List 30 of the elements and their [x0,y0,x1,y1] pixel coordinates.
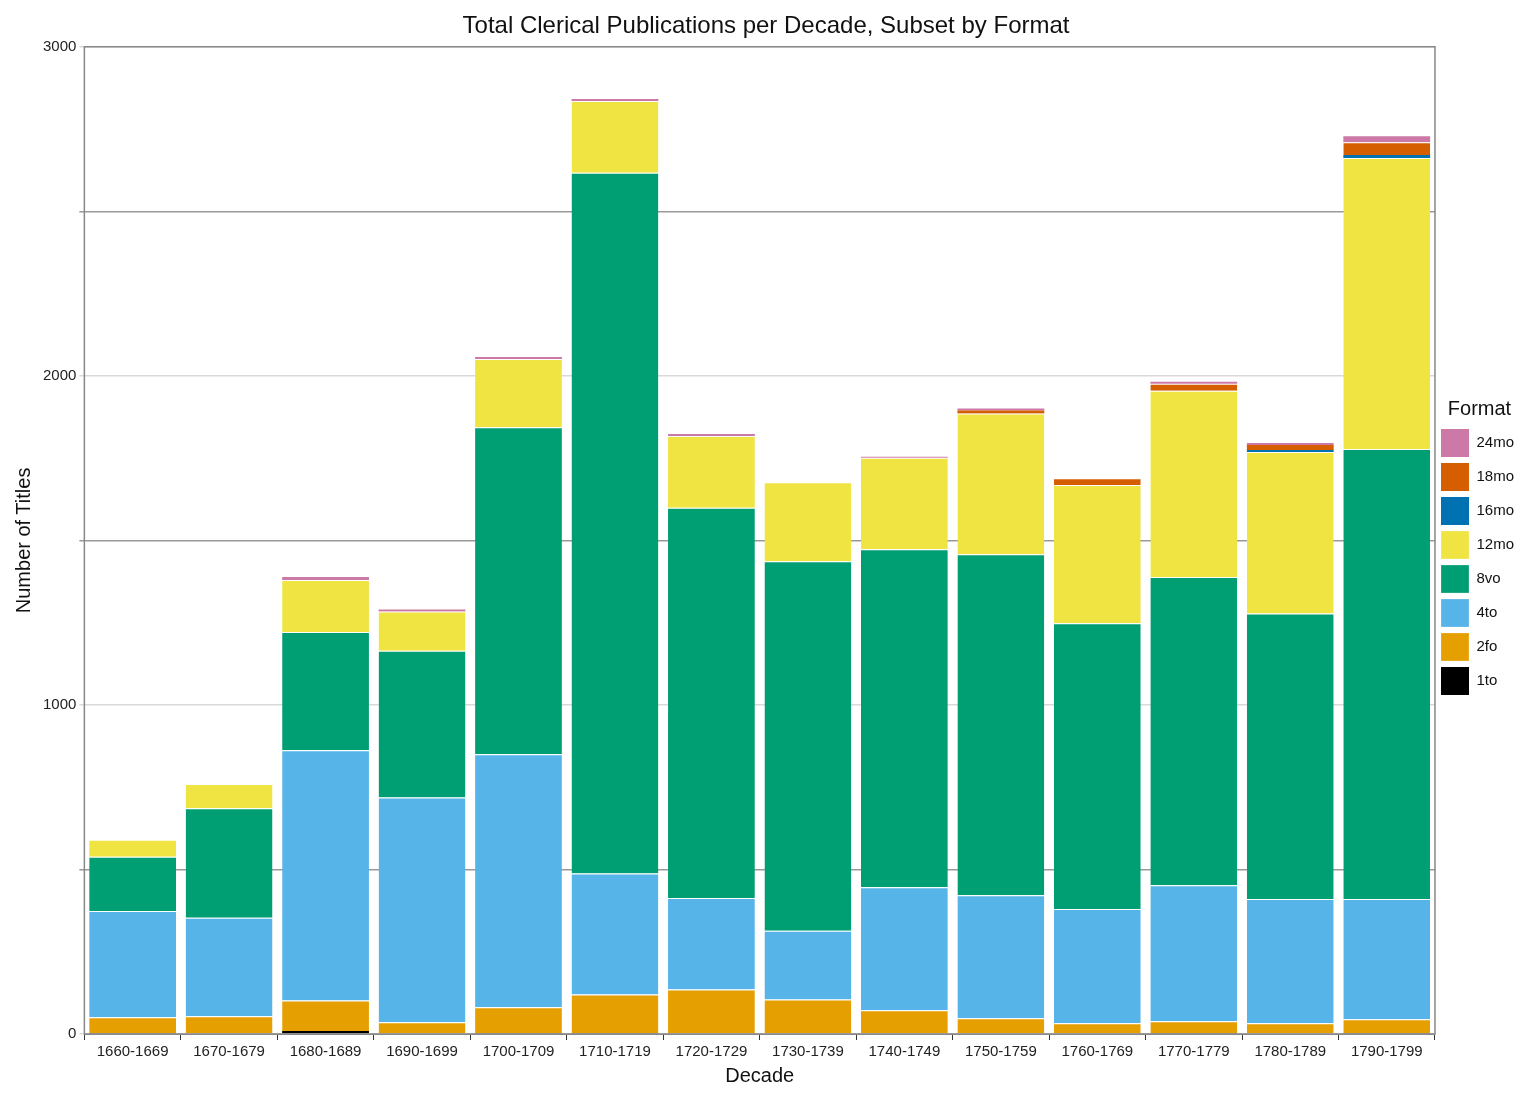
x-axis-title: Decade [725,1063,795,1086]
legend-title: Format [1447,396,1512,419]
x-tick-label: 1720-1729 [675,1042,748,1060]
x-tick-label: 1690-1699 [386,1042,458,1060]
legend-label: 2fo [1476,637,1498,655]
y-tick-label: 2000 [42,366,77,384]
y-tick-label: 0 [68,1024,77,1042]
legend-label: 24mo [1476,433,1515,451]
x-tick-label: 1790-1799 [1350,1042,1423,1060]
legend-label: 1to [1476,671,1498,689]
x-tick-label: 1750-1759 [964,1042,1037,1060]
x-tick-label: 1660-1669 [96,1042,169,1060]
chart-title: Total Clerical Publications per Decade, Subset by Format [462,11,1070,39]
legend-label: 18mo [1476,467,1515,485]
legend-label: 4to [1476,603,1498,621]
legend-label: 8vo [1476,569,1501,587]
y-tick-label: 3000 [42,36,77,54]
x-tick-label: 1770-1779 [1157,1042,1230,1060]
x-tick-label: 1780-1789 [1254,1042,1327,1060]
y-axis-title: Number of Titles [11,467,34,614]
x-tick-label: 1730-1739 [772,1042,844,1060]
x-tick-label: 1740-1749 [868,1042,941,1060]
x-tick-label: 1700-1709 [482,1042,555,1060]
x-tick-label: 1670-1679 [193,1042,265,1060]
legend-label: 16mo [1476,501,1515,519]
x-tick-label: 1760-1769 [1061,1042,1134,1060]
x-tick-label: 1710-1719 [579,1042,651,1060]
legend-label: 12mo [1476,535,1515,553]
y-tick-label: 1000 [42,695,77,713]
x-tick-label: 1680-1689 [289,1042,362,1060]
